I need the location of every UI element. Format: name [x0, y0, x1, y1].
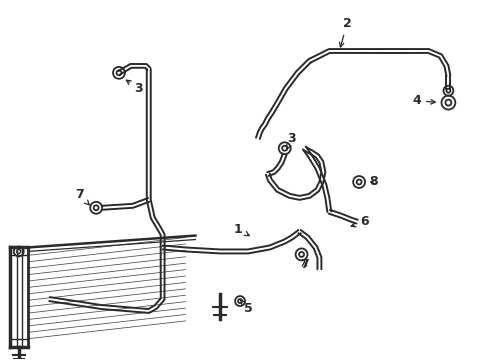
- Text: 6: 6: [351, 215, 368, 228]
- Text: 3: 3: [287, 132, 296, 150]
- Text: 1: 1: [234, 223, 249, 236]
- Text: 2: 2: [340, 17, 352, 47]
- Text: 7: 7: [300, 258, 309, 271]
- Text: 7: 7: [75, 188, 89, 205]
- Text: 8: 8: [369, 175, 378, 189]
- Text: 5: 5: [241, 300, 252, 315]
- Text: 4: 4: [412, 94, 435, 107]
- Text: 3: 3: [126, 80, 143, 95]
